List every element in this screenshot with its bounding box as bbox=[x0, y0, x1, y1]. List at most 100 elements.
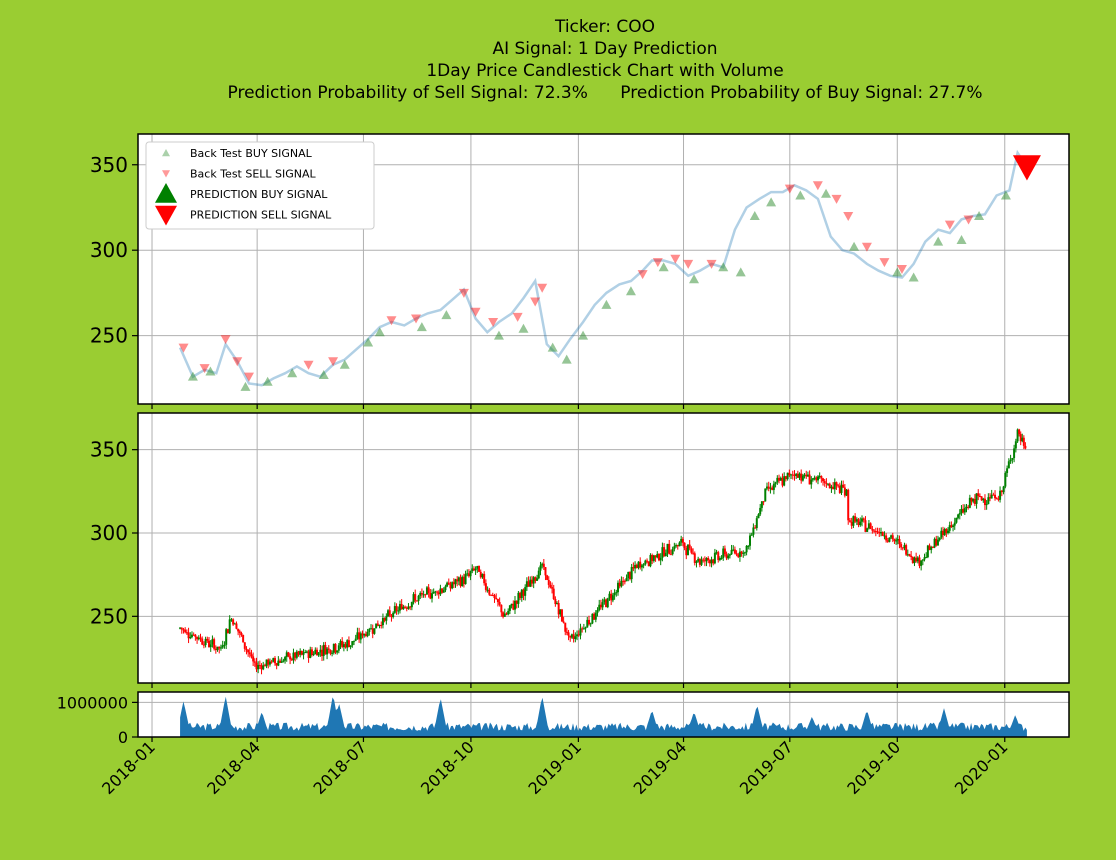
candle-body-36 bbox=[240, 633, 243, 636]
candle-body-197 bbox=[512, 603, 515, 610]
candle-body-392 bbox=[842, 484, 845, 488]
candle-body-301 bbox=[688, 544, 691, 549]
candle-body-487 bbox=[1002, 486, 1005, 493]
candle-body-193 bbox=[505, 613, 508, 615]
backtest-sell-marker-19 bbox=[706, 259, 717, 269]
x-tick-label-8: 2020-01 bbox=[951, 737, 1012, 798]
candle-body-202 bbox=[520, 589, 523, 599]
candle-ytick-label-2: 350 bbox=[90, 438, 128, 462]
backtest-buy-marker-4 bbox=[287, 368, 298, 378]
backtest-buy-marker-17 bbox=[625, 286, 636, 296]
candle-body-48 bbox=[260, 665, 263, 670]
candle-body-474 bbox=[980, 496, 983, 501]
candle-body-369 bbox=[803, 474, 806, 476]
candle-body-439 bbox=[921, 559, 924, 561]
candle-body-122 bbox=[385, 616, 388, 621]
candle-body-327 bbox=[732, 549, 735, 551]
candle-body-393 bbox=[843, 487, 846, 496]
candle-body-13 bbox=[201, 638, 204, 645]
candle-body-205 bbox=[525, 581, 528, 588]
backtest-sell-marker-28 bbox=[963, 215, 974, 225]
candle-body-333 bbox=[742, 552, 745, 554]
candle-body-358 bbox=[784, 476, 787, 480]
candle-body-150 bbox=[432, 591, 435, 594]
candle-body-307 bbox=[698, 558, 701, 565]
candle-body-53 bbox=[268, 661, 271, 665]
candle-body-98 bbox=[344, 644, 347, 648]
candle-body-177 bbox=[478, 566, 481, 572]
candle-body-441 bbox=[925, 557, 928, 559]
candle-body-238 bbox=[581, 628, 584, 630]
candle-body-6 bbox=[189, 636, 192, 639]
candle-body-355 bbox=[779, 477, 782, 481]
candle-body-375 bbox=[813, 477, 816, 479]
backtest-buy-marker-16 bbox=[601, 299, 612, 309]
candle-body-344 bbox=[760, 501, 763, 508]
candle-body-66 bbox=[290, 659, 293, 661]
candle-body-152 bbox=[436, 591, 439, 593]
backtest-buy-marker-20 bbox=[718, 262, 729, 272]
candle-body-316 bbox=[713, 552, 716, 564]
candle-body-478 bbox=[987, 497, 990, 505]
candle-body-380 bbox=[822, 478, 825, 482]
candle-body-154 bbox=[439, 588, 442, 595]
candle-body-299 bbox=[685, 547, 688, 556]
candle-body-22 bbox=[216, 646, 219, 651]
backtest-sell-marker-24 bbox=[861, 242, 872, 252]
candle-body-159 bbox=[447, 582, 450, 585]
candle-body-343 bbox=[759, 507, 762, 515]
candle-body-468 bbox=[970, 497, 973, 502]
candle-body-440 bbox=[923, 557, 926, 560]
candle-body-70 bbox=[297, 651, 300, 655]
candle-body-144 bbox=[422, 594, 425, 596]
x-tick-label-2: 2018-07 bbox=[310, 737, 371, 798]
candle-body-338 bbox=[750, 534, 753, 536]
candle-body-100 bbox=[347, 640, 350, 648]
candle-body-76 bbox=[307, 651, 310, 658]
candle-body-303 bbox=[692, 552, 695, 554]
candle-body-183 bbox=[488, 589, 491, 595]
candle-body-12 bbox=[199, 637, 202, 639]
candle-body-244 bbox=[591, 613, 594, 624]
candle-body-381 bbox=[823, 481, 826, 483]
candle-body-488 bbox=[1004, 472, 1007, 487]
candle-body-157 bbox=[444, 586, 447, 591]
candle-body-26 bbox=[223, 644, 226, 646]
candle-body-46 bbox=[257, 664, 260, 670]
candle-body-460 bbox=[957, 514, 960, 518]
candle-body-71 bbox=[299, 650, 302, 655]
candle-body-477 bbox=[985, 504, 988, 506]
candle-body-4 bbox=[185, 632, 188, 634]
candle-body-85 bbox=[322, 644, 325, 657]
candle-body-33 bbox=[235, 623, 238, 629]
candle-body-118 bbox=[378, 624, 381, 626]
candle-body-16 bbox=[206, 638, 209, 641]
candle-body-211 bbox=[536, 578, 539, 581]
candle-body-438 bbox=[920, 560, 923, 566]
candle-body-95 bbox=[339, 641, 342, 646]
candle-body-357 bbox=[783, 476, 786, 486]
candle-body-42 bbox=[250, 654, 253, 657]
candle-body-286 bbox=[663, 547, 666, 557]
backtest-buy-marker-18 bbox=[658, 262, 669, 272]
candle-body-225 bbox=[559, 609, 562, 615]
candle-body-210 bbox=[534, 577, 537, 581]
backtest-sell-marker-0 bbox=[178, 343, 189, 353]
candle-body-208 bbox=[530, 579, 533, 584]
candle-body-351 bbox=[772, 483, 775, 490]
candle-body-170 bbox=[466, 573, 469, 575]
candle-body-115 bbox=[373, 628, 376, 634]
candle-body-108 bbox=[361, 633, 364, 636]
candle-body-161 bbox=[451, 582, 454, 589]
candle-body-447 bbox=[935, 538, 938, 546]
candle-body-350 bbox=[771, 487, 774, 490]
candle-body-218 bbox=[547, 579, 550, 585]
candle-body-421 bbox=[891, 535, 894, 540]
candle-body-239 bbox=[582, 628, 585, 630]
backtest-sell-marker-15 bbox=[637, 270, 648, 280]
candle-body-378 bbox=[818, 475, 821, 477]
candle-body-82 bbox=[317, 652, 320, 656]
candle-body-300 bbox=[686, 544, 689, 556]
candle-body-309 bbox=[702, 559, 705, 561]
candle-body-290 bbox=[669, 554, 672, 556]
